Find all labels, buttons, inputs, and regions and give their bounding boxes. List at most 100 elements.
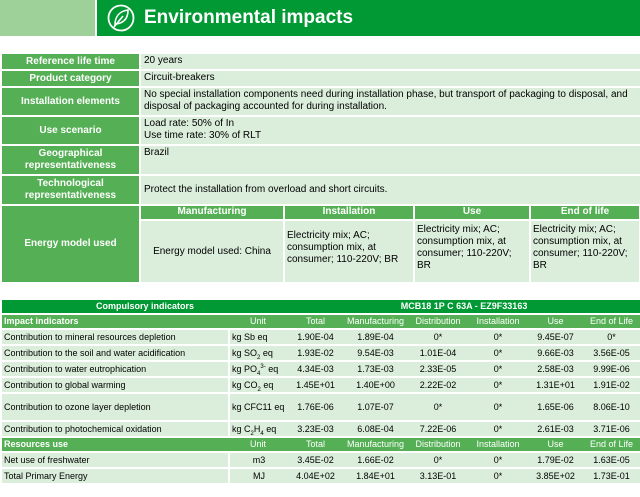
table-row: Contribution to the soil and water acidi… xyxy=(2,346,640,362)
indicators-title-row: Compulsory indicators MCB18 1P C 63A - E… xyxy=(2,300,640,315)
indicator-name: Contribution to mineral resources deplet… xyxy=(2,330,228,346)
indicator-unit: kg CFC11 eq xyxy=(228,394,289,422)
info-label: Use scenario xyxy=(2,117,141,144)
value-manufacturing: 9.54E-03 xyxy=(343,346,409,362)
value-total: 3.23E-03 xyxy=(288,422,344,438)
indicator-unit: m3 xyxy=(228,453,289,469)
value-manufacturing: 6.08E-04 xyxy=(343,422,409,438)
value-end-of-life: 1.63E-05 xyxy=(583,453,640,469)
info-label: Geographical representativeness xyxy=(2,146,141,174)
use-scenario-line: Use time rate: 30% of RLT xyxy=(144,130,262,141)
column-header: Manufacturing xyxy=(343,438,409,453)
value-manufacturing: 1.73E-03 xyxy=(343,362,409,378)
info-value: No special installation components need … xyxy=(141,88,640,115)
indicator-unit: MJ xyxy=(228,469,289,485)
value-use: 9.45E-07 xyxy=(528,330,584,346)
value-distribution: 2.22E-02 xyxy=(408,378,469,394)
energy-model-table: Manufacturing Installation Use End of li… xyxy=(141,206,639,282)
page-header: Environmental impacts xyxy=(0,0,640,38)
info-label: Technological representativeness xyxy=(2,176,141,204)
value-distribution: 7.22E-06 xyxy=(408,422,469,438)
column-header: Unit xyxy=(228,315,289,330)
info-value: 20 years xyxy=(141,54,640,69)
info-row-use-scenario: Use scenario Load rate: 50% of In Use ti… xyxy=(2,117,640,144)
energy-value-manufacturing: Energy model used: China xyxy=(141,221,283,282)
impact-section-header: Impact indicators Unit Total Manufacturi… xyxy=(2,315,640,330)
value-manufacturing: 1.66E-02 xyxy=(343,453,409,469)
value-distribution: 2.33E-05 xyxy=(408,362,469,378)
value-installation: 0* xyxy=(468,422,529,438)
info-row-product-category: Product category Circuit-breakers xyxy=(2,71,640,86)
value-installation: 0* xyxy=(468,394,529,422)
indicator-name: Contribution to water eutrophication xyxy=(2,362,228,378)
info-label: Installation elements xyxy=(2,88,141,115)
column-header: Installation xyxy=(468,315,529,330)
indicator-name: Contribution to global warming xyxy=(2,378,228,394)
value-installation: 0* xyxy=(468,330,529,346)
value-distribution: 0* xyxy=(408,453,469,469)
use-scenario-line: Load rate: 50% of In xyxy=(144,118,235,129)
indicator-unit: kg PO43- eq xyxy=(228,362,289,378)
table-row: Net use of freshwater m3 3.45E-02 1.66E-… xyxy=(2,453,640,469)
value-use: 1.31E+01 xyxy=(528,378,584,394)
value-use: 3.85E+02 xyxy=(528,469,584,485)
page-title: Environmental impacts xyxy=(144,7,354,28)
indicator-unit: kg Sb eq xyxy=(228,330,289,346)
column-header: End of Life xyxy=(583,438,640,453)
value-end-of-life: 8.06E-10 xyxy=(583,394,640,422)
header-bar xyxy=(97,0,640,36)
indicator-unit: kg SO2 eq xyxy=(228,346,289,362)
value-end-of-life: 0* xyxy=(583,330,640,346)
energy-value-end-of-life: Electricity mix; AC; consumption mix, at… xyxy=(529,221,639,282)
info-value: Protect the installation from overload a… xyxy=(141,176,640,204)
indicators-table: Compulsory indicators MCB18 1P C 63A - E… xyxy=(2,300,640,485)
indicator-name: Net use of freshwater xyxy=(2,453,228,469)
table-row: Contribution to mineral resources deplet… xyxy=(2,330,640,346)
info-value: Brazil xyxy=(141,146,640,174)
indicator-name: Contribution to ozone layer depletion xyxy=(2,394,228,422)
indicator-name: Total Primary Energy xyxy=(2,469,228,485)
value-installation: 0* xyxy=(468,469,529,485)
info-row-energy-model: Energy model used Manufacturing Installa… xyxy=(2,206,640,282)
info-value: Load rate: 50% of In Use time rate: 30% … xyxy=(141,117,640,144)
leaf-icon xyxy=(107,4,135,32)
info-row-installation-elements: Installation elements No special install… xyxy=(2,88,640,115)
energy-value-use: Electricity mix; AC; consumption mix, at… xyxy=(413,221,529,282)
resources-section-header: Resources use Unit Total Manufacturing D… xyxy=(2,438,640,453)
table-row: Contribution to ozone layer depletion kg… xyxy=(2,394,640,422)
value-distribution: 0* xyxy=(408,394,469,422)
value-manufacturing: 1.40E+00 xyxy=(343,378,409,394)
value-installation: 0* xyxy=(468,362,529,378)
value-total: 1.45E+01 xyxy=(288,378,344,394)
value-end-of-life: 1.91E-02 xyxy=(583,378,640,394)
info-label: Energy model used xyxy=(2,206,141,282)
value-distribution: 1.01E-04 xyxy=(408,346,469,362)
column-header: Use xyxy=(528,438,584,453)
column-header: Total xyxy=(288,438,344,453)
column-header: End of Life xyxy=(583,315,640,330)
column-header: Use xyxy=(528,315,584,330)
value-total: 1.93E-02 xyxy=(288,346,344,362)
info-label: Reference life time xyxy=(2,54,141,69)
indicator-name: Contribution to the soil and water acidi… xyxy=(2,346,228,362)
value-installation: 0* xyxy=(468,346,529,362)
column-header: Distribution xyxy=(408,438,469,453)
value-distribution: 0* xyxy=(408,330,469,346)
info-row-geographical: Geographical representativeness Brazil xyxy=(2,146,640,174)
product-reference: MCB18 1P C 63A - EZ9F33163 xyxy=(288,300,640,315)
value-total: 4.04E+02 xyxy=(288,469,344,485)
header-accent-box xyxy=(0,0,95,36)
product-info-table: Reference life time 20 years Product cat… xyxy=(2,52,640,284)
value-installation: 0* xyxy=(468,453,529,469)
value-end-of-life: 1.73E-01 xyxy=(583,469,640,485)
energy-header-use: Use xyxy=(413,206,529,221)
info-label: Product category xyxy=(2,71,141,86)
value-total: 4.34E-03 xyxy=(288,362,344,378)
value-manufacturing: 1.07E-07 xyxy=(343,394,409,422)
value-end-of-life: 3.56E-05 xyxy=(583,346,640,362)
indicator-unit: kg CO2 eq xyxy=(228,378,289,394)
indicator-unit: kg C2H4 eq xyxy=(228,422,289,438)
info-row-technological: Technological representativeness Protect… xyxy=(2,176,640,204)
value-manufacturing: 1.84E+01 xyxy=(343,469,409,485)
column-header: Total xyxy=(288,315,344,330)
